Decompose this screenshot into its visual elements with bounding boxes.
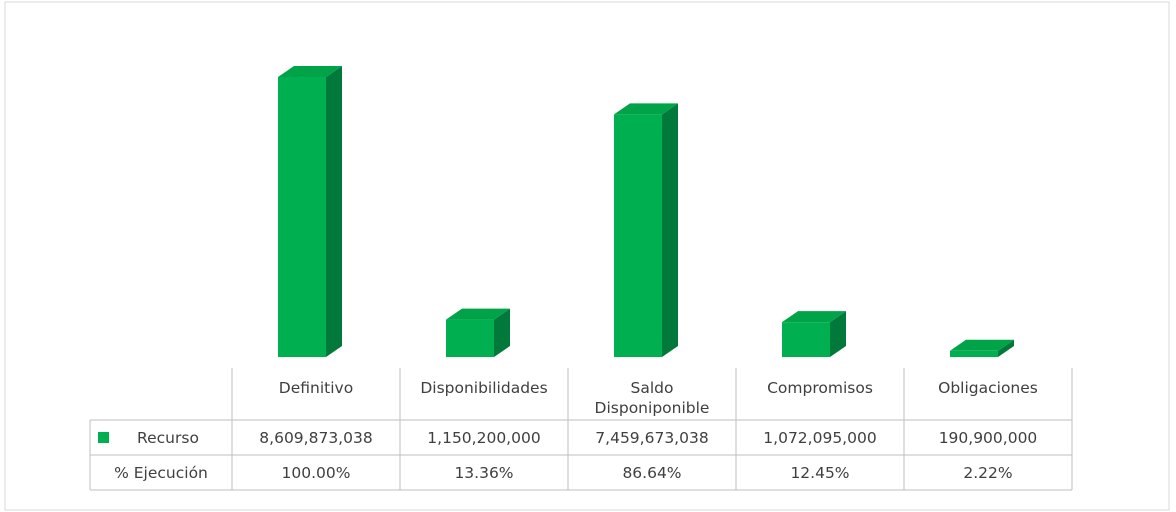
bar-side <box>494 308 510 357</box>
value-label: 8,609,873,038 <box>259 428 373 447</box>
category-label: Compromisos <box>767 379 873 397</box>
bar <box>782 322 830 357</box>
percent-cell: 13.36% <box>454 463 514 482</box>
bar-side <box>830 311 846 357</box>
value-label: 1,150,200,000 <box>427 428 541 447</box>
bar <box>950 350 998 357</box>
legend-key <box>98 432 109 443</box>
bar-top <box>614 103 678 115</box>
legend-label: Recurso <box>137 428 199 447</box>
percent-cell: 2.22% <box>963 463 1013 482</box>
bar-top <box>950 339 1014 351</box>
bar <box>446 319 494 357</box>
bar-top <box>446 308 510 320</box>
category-label: Definitivo <box>278 379 354 397</box>
percent-cell: 12.45% <box>790 463 850 482</box>
value-label: 7,459,673,038 <box>595 428 709 447</box>
row-label: % Ejecución <box>114 463 208 482</box>
percent-cell: 86.64% <box>622 463 682 482</box>
bar-top <box>782 311 846 323</box>
bar-side <box>326 66 342 357</box>
bar-side <box>998 339 1014 357</box>
chart-border <box>4 1 1170 511</box>
category-label: Saldo Disponiponible <box>594 379 710 417</box>
category-label: Disponibilidades <box>420 379 548 397</box>
bar <box>614 114 662 357</box>
category-label: Obligaciones <box>938 379 1038 397</box>
bar-top <box>278 66 342 77</box>
percent-cell: 100.00% <box>281 463 351 482</box>
bar-side <box>662 103 678 357</box>
value-label: 1,072,095,000 <box>763 428 877 447</box>
bar <box>278 77 326 357</box>
value-label: 190,900,000 <box>938 428 1038 447</box>
